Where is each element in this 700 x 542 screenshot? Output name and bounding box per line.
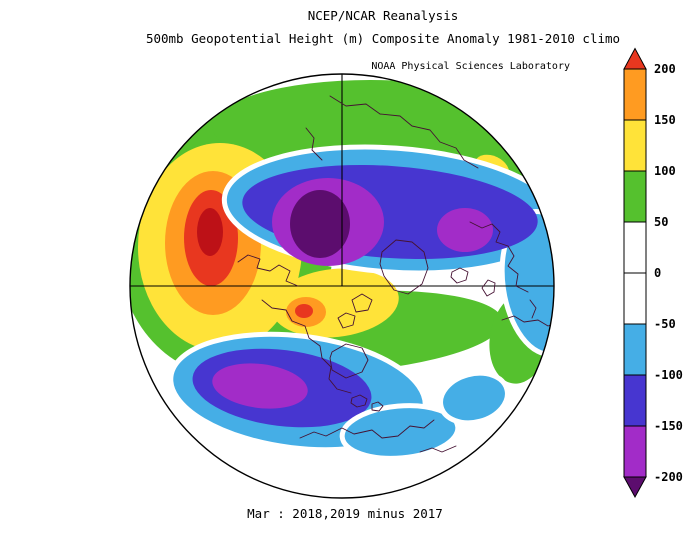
coastline-path [481,279,496,297]
colorbar-tick-label: 200 [654,62,676,76]
colorbar-segment-1 [623,119,647,172]
coastline-path [329,343,369,379]
chart-subtitle: 500mb Geopotential Height (m) Composite … [145,31,621,46]
coastline-path [337,312,356,329]
coastline-path [379,239,429,295]
coastline-path [299,419,435,439]
colorbar-arrow-bottom [623,476,647,499]
coastlines [237,95,554,453]
colorbar-tick-label: 0 [654,266,661,280]
coastline-path [529,299,537,319]
coastline-path [305,127,323,161]
coastline-path [351,293,373,313]
coastline-path [469,221,529,293]
negative-anomaly-fills [168,144,554,461]
composite-caption: Mar : 2018,2019 minus 2017 [247,506,443,521]
attribution-text: NOAA Physical Sciences Laboratory [371,61,570,72]
west-na-red-spot [295,304,313,318]
colorbar: 200 150 100 50 0 -50 -100 -150 -200 [623,47,683,499]
coastline-path [419,445,457,453]
colorbar-segment-7 [623,425,647,478]
pacific-darkred-core [197,208,223,256]
colorbar-tick-label: -100 [654,368,683,382]
colorbar-tick-label: -150 [654,419,683,433]
colorbar-segment-2 [623,170,647,223]
colorbar-segment-5 [623,323,647,376]
colorbar-arrow-top [623,47,647,70]
coastline-path [261,299,352,394]
coastline-path [329,95,479,169]
subtropic-purple-core [212,363,308,409]
coastline-path [450,267,469,284]
chart-title: NCEP/NCAR Reanalysis [307,8,459,23]
coastline-path [350,394,368,408]
colorbar-tick-label: 100 [654,164,676,178]
colorbar-tick-label: -200 [654,470,683,484]
bottomright-cyan-patch [438,370,510,426]
bottom-cyan-patch [339,403,461,461]
colorbar-tick-label: 50 [654,215,668,229]
map-boundary-circle [129,73,555,499]
colorbar-segment-3 [623,221,647,274]
colorbar-tick-label: -50 [654,317,676,331]
scandinavia-purple-spot [437,208,493,252]
colorbar-segment-0 [623,68,647,121]
coastline-path [371,401,384,412]
arctic-darkpurple-core [290,190,350,258]
colorbar-segment-4 [623,272,647,325]
colorbar-tick-label: 150 [654,113,676,127]
colorbar-segment-6 [623,374,647,427]
coastline-path [237,254,299,287]
